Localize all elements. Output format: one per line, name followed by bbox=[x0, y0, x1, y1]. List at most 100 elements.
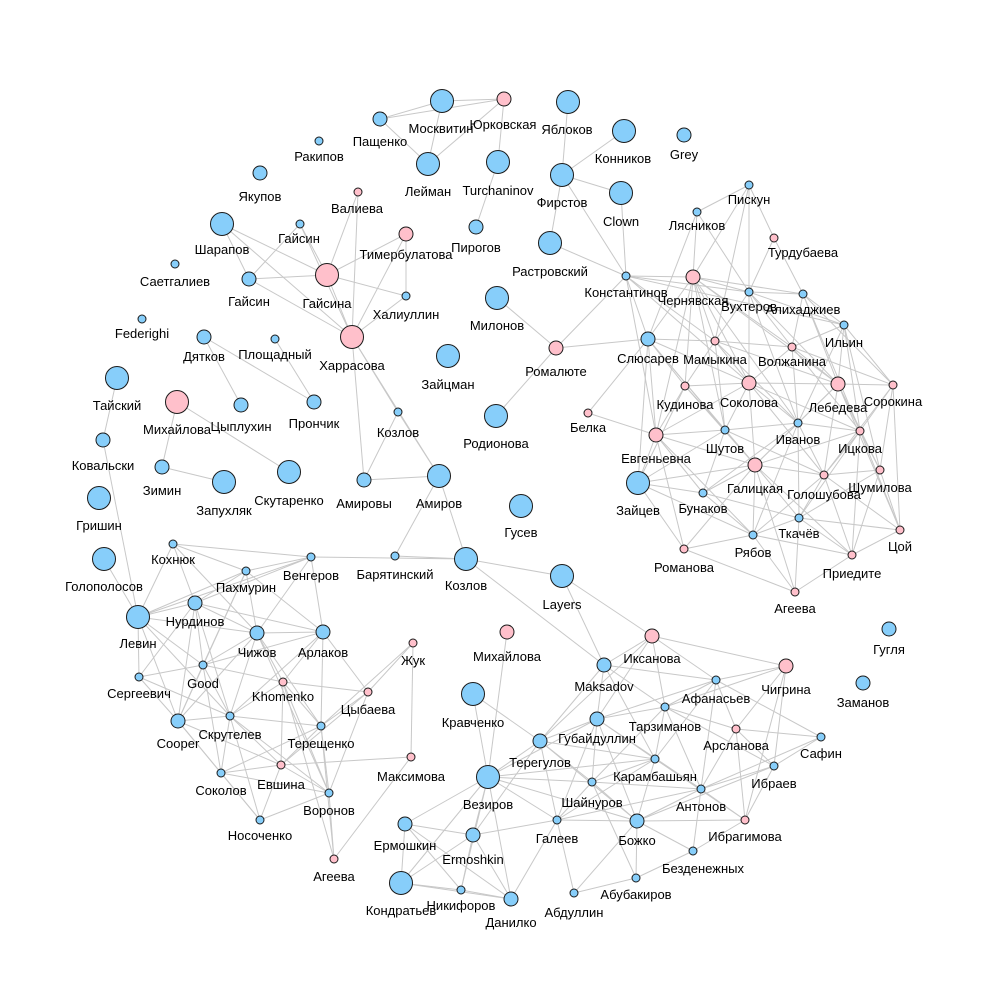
edge-antonov-ibragimova bbox=[700, 788, 746, 821]
node-label-tsybaeva: Цыбаева bbox=[341, 702, 396, 717]
node-vezirov bbox=[476, 765, 500, 789]
edge-mamykina-ivanov bbox=[714, 340, 799, 424]
node-leyman bbox=[416, 152, 440, 176]
node-label-firstov: Фирстов bbox=[537, 195, 588, 210]
edge-kozlov1-amirov bbox=[397, 411, 440, 477]
node-label-ilyin: Ильин bbox=[825, 335, 863, 350]
node-turdubaeva bbox=[769, 233, 779, 243]
node-yakupov bbox=[252, 165, 268, 181]
edge-turdubaeva-vukhterov bbox=[748, 237, 775, 293]
edge-chernyavskaya-evgenyevna bbox=[655, 276, 694, 436]
edge-sokolova-itskova bbox=[748, 382, 861, 432]
node-cooper bbox=[170, 713, 186, 729]
edge-chernyavskaya-piskun bbox=[692, 184, 750, 278]
node-khomenko bbox=[278, 677, 288, 687]
edge-goloshubova-tsoy bbox=[823, 474, 901, 531]
edge-skrutelev-tereshchenko bbox=[229, 715, 322, 727]
edge-afanasyev-gubaydullin bbox=[596, 679, 717, 720]
node-baryatinsky bbox=[390, 551, 400, 561]
node-label-federighi: Federighi bbox=[115, 326, 169, 341]
edge-arlakov-tereshchenko bbox=[320, 631, 324, 727]
node-belka bbox=[583, 408, 593, 418]
edge-chigrina-ibraev bbox=[773, 665, 787, 767]
node-kondratyev bbox=[389, 871, 413, 895]
node-label-tarzimanov: Тарзиманов bbox=[629, 719, 701, 734]
node-zaytsev bbox=[626, 471, 650, 495]
node-federighi bbox=[137, 314, 147, 324]
edge-tarzimanov-karambashyan bbox=[654, 706, 666, 760]
edge-ermoshkin_lat-danilko bbox=[472, 834, 512, 900]
node-label-pakhmurin: Пахмурин bbox=[216, 580, 276, 595]
edge-chizhov-skrutelev bbox=[229, 632, 258, 717]
edge-ryabov-romanova bbox=[683, 534, 754, 550]
edge-iksanova-afanasyev bbox=[651, 635, 717, 681]
edge-itskova-galitskaya bbox=[754, 430, 861, 466]
edge-ilyin-ivanov bbox=[797, 324, 845, 424]
edge-ermoshkin_lat-kondratyev bbox=[400, 834, 474, 884]
node-label-ivanov: Иванов bbox=[776, 432, 821, 447]
node-label-afanasyev: Афанасьев bbox=[682, 691, 751, 706]
node-saetgaliev bbox=[170, 259, 180, 269]
edge-vengerov-pakhmurin bbox=[245, 556, 312, 572]
edge-galitskaya-bunakov bbox=[702, 464, 756, 494]
node-label-mikhaylova1: Михайлова bbox=[143, 422, 212, 437]
edge-voronov-nosochenko bbox=[259, 792, 330, 821]
node-ermoshkin bbox=[397, 816, 413, 832]
node-kozlov1 bbox=[393, 407, 403, 417]
edge-cooper-skrutelev bbox=[177, 715, 231, 722]
node-label-arlakov: Арлаков bbox=[298, 645, 348, 660]
edge-mamykina-shutov bbox=[714, 340, 726, 431]
edge-kharrasova-valieva bbox=[351, 191, 359, 338]
edge-galeev-ermoshkin_lat bbox=[472, 819, 558, 836]
node-label-gaysina: Гайсина bbox=[303, 296, 353, 311]
node-label-shaynurov: Шайнуров bbox=[561, 795, 622, 810]
edge-turdubaeva-alikhadzhiev bbox=[773, 237, 804, 295]
node-lyasnikov bbox=[692, 207, 702, 217]
edge-voronov-ageeva2 bbox=[328, 792, 335, 860]
node-yurkovskaya bbox=[496, 91, 512, 107]
edge-tkachev-tsoy bbox=[798, 517, 901, 531]
edge-maksadov-afanasyev bbox=[603, 664, 717, 681]
node-shutov bbox=[720, 425, 730, 435]
edge-khomenko-tereshchenko bbox=[282, 681, 322, 727]
node-kudinova bbox=[680, 381, 690, 391]
edge-vezirov-bozhko bbox=[487, 776, 638, 822]
node-ermoshkin_lat bbox=[465, 827, 481, 843]
edge-shaynurov-antonov bbox=[591, 781, 702, 790]
node-sokolova bbox=[741, 375, 757, 391]
node-label-ageeva2: Агеева bbox=[313, 869, 355, 884]
edge-romalyute-konstantinov bbox=[555, 275, 627, 349]
node-label-kozlov2: Козлов bbox=[445, 578, 487, 593]
node-label-tkachev: Ткачёв bbox=[778, 526, 819, 541]
node-mamykina bbox=[710, 336, 720, 346]
edge-chernyavskaya-lyasnikov bbox=[692, 211, 698, 278]
edge-sokolov-voronov bbox=[220, 772, 330, 794]
node-label-kravchenko: Кравченко bbox=[442, 715, 505, 730]
edge-shaynurov-bozhko bbox=[591, 781, 638, 822]
node-label-bezdenezhnykh: Безденежных bbox=[662, 861, 744, 876]
node-label-ageeva1: Агеева bbox=[774, 601, 816, 616]
edge-sokolova-galitskaya bbox=[748, 382, 756, 466]
edge-vezirov-danilko bbox=[487, 776, 512, 900]
edge-gubaydullin-galeev bbox=[556, 718, 598, 821]
node-label-leyman: Лейман bbox=[405, 184, 451, 199]
node-label-kondratyev: Кондратьев bbox=[366, 903, 437, 918]
edge-shutov-bunakov bbox=[702, 429, 726, 494]
node-milonov bbox=[485, 286, 509, 310]
node-label-taysky: Тайский bbox=[93, 398, 142, 413]
node-label-rodionova: Родионова bbox=[463, 436, 529, 451]
edge-chigrina-tarzimanov bbox=[664, 665, 787, 708]
node-label-guglya: Гугля bbox=[873, 642, 905, 657]
edge-khomenko-ageeva2 bbox=[282, 681, 335, 860]
edge-arslanova-antonov bbox=[700, 728, 737, 790]
edge-iksanova-tarzimanov bbox=[651, 635, 666, 708]
node-label-karambashyan: Карамбашьян bbox=[613, 769, 697, 784]
edge-pakhmurin-arlakov bbox=[245, 570, 324, 633]
edge-iksanova-maksadov bbox=[603, 635, 653, 666]
edge-nurdinov-chizhov bbox=[194, 602, 258, 634]
node-label-dyatkov: Дятков bbox=[183, 349, 225, 364]
edge-skrutelev-sokolov bbox=[220, 715, 231, 774]
node-label-baryatinsky: Барятинский bbox=[357, 567, 434, 582]
edge-ibraev-ibragimova bbox=[744, 765, 775, 821]
